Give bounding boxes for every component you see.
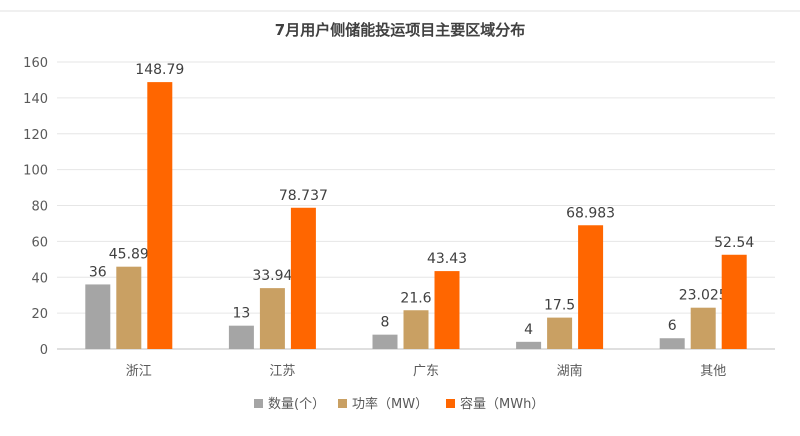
bar (434, 271, 460, 349)
bar (116, 266, 142, 349)
y-tick-label: 60 (31, 235, 48, 250)
bar (85, 284, 111, 349)
x-tick-label: 广东 (413, 364, 439, 379)
data-label: 13 (232, 306, 250, 322)
y-tick-label: 80 (31, 200, 48, 215)
data-label: 33.94 (252, 268, 292, 284)
data-label: 8 (381, 315, 390, 331)
legend-label: 数量(个） (268, 397, 325, 412)
y-tick-label: 140 (23, 92, 48, 107)
y-tick-label: 160 (23, 56, 48, 71)
data-label: 68.983 (566, 205, 615, 221)
bar (372, 334, 398, 349)
y-tick-label: 100 (23, 164, 48, 179)
data-label: 21.6 (400, 290, 431, 306)
legend-label: 功率（MW） (352, 396, 428, 412)
bar (690, 307, 716, 349)
legend-label: 容量（MWh） (460, 396, 544, 412)
bar (721, 254, 747, 349)
bar (578, 225, 604, 349)
data-label: 148.79 (135, 62, 184, 78)
bar (516, 341, 542, 349)
y-tick-label: 20 (31, 307, 48, 322)
x-tick-label: 江苏 (269, 363, 295, 379)
x-tick-label: 湖南 (557, 363, 583, 379)
legend-swatch (254, 399, 263, 408)
bar (228, 325, 254, 349)
y-tick-label: 0 (40, 343, 48, 358)
data-label: 4 (524, 322, 533, 338)
data-label: 43.43 (427, 251, 467, 267)
legend-swatch (446, 399, 455, 408)
legend-swatch (338, 399, 347, 408)
bar (547, 317, 573, 349)
data-label: 23.025 (679, 288, 728, 304)
data-label: 17.5 (544, 298, 575, 314)
data-label: 78.737 (279, 188, 328, 204)
data-label: 45.89 (109, 247, 149, 263)
chart-title: 7月用户侧储能投运项目主要区域分布 (275, 21, 525, 39)
data-label: 52.54 (714, 235, 754, 251)
bar (403, 310, 429, 349)
bar (147, 82, 173, 349)
bar (290, 207, 316, 349)
y-tick-label: 120 (23, 128, 48, 143)
bar (259, 288, 285, 349)
y-tick-label: 40 (31, 271, 48, 286)
x-tick-label: 浙江 (126, 364, 152, 379)
data-label: 36 (89, 264, 107, 280)
data-label: 6 (668, 318, 677, 334)
x-tick-label: 其他 (700, 364, 726, 379)
bar (659, 338, 685, 349)
